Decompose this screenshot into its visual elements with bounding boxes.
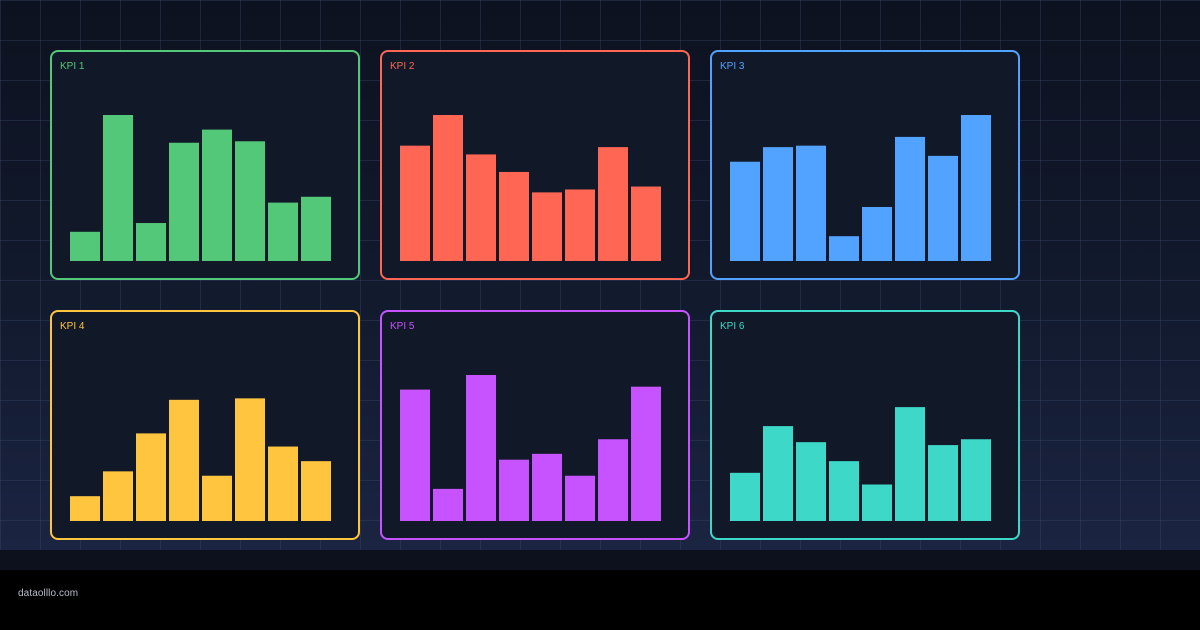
dashboard-canvas: KPI 1 KPI 2 KPI 3 KPI 4 KPI 5 KPI 6 xyxy=(0,0,1200,550)
bar xyxy=(433,488,463,521)
bar xyxy=(466,375,496,521)
bar xyxy=(268,446,298,521)
bar xyxy=(433,115,463,261)
kpi-card-4: KPI 4 xyxy=(50,310,360,540)
bar xyxy=(400,145,430,261)
kpi-card-1: KPI 1 xyxy=(50,50,360,280)
brand-link[interactable]: dataolllo.com xyxy=(18,588,79,599)
bar xyxy=(499,459,529,521)
bar xyxy=(169,142,199,261)
kpi-bar-chart xyxy=(400,115,661,261)
bar xyxy=(466,154,496,261)
bar xyxy=(895,407,925,521)
kpi-card-2: KPI 2 xyxy=(380,50,690,280)
bar xyxy=(103,115,133,261)
bar xyxy=(796,442,826,521)
kpi-card-3: KPI 3 xyxy=(710,50,1020,280)
bar xyxy=(631,386,661,521)
bar xyxy=(565,189,595,261)
bar xyxy=(565,475,595,521)
kpi-title: KPI 3 xyxy=(720,61,745,72)
bar xyxy=(763,426,793,521)
footer: dataolllo.com xyxy=(0,570,1200,630)
kpi-title: KPI 5 xyxy=(390,321,415,332)
bar xyxy=(598,439,628,521)
bar xyxy=(730,161,760,261)
kpi-title: KPI 6 xyxy=(720,321,745,332)
bar xyxy=(862,484,892,521)
bar xyxy=(499,171,529,261)
bar xyxy=(829,236,859,261)
bar xyxy=(631,186,661,261)
footer-divider-strip xyxy=(0,550,1200,570)
bar xyxy=(136,223,166,261)
bar xyxy=(103,471,133,521)
bar xyxy=(928,155,958,261)
bar xyxy=(961,115,991,261)
kpi-title: KPI 2 xyxy=(390,61,415,72)
bar xyxy=(70,231,100,261)
kpi-bar-chart xyxy=(400,375,661,521)
kpi-card-6: KPI 6 xyxy=(710,310,1020,540)
kpi-bar-chart xyxy=(730,407,991,521)
bar xyxy=(532,453,562,521)
kpi-bar-chart xyxy=(70,115,331,261)
kpi-title: KPI 1 xyxy=(60,61,85,72)
bar xyxy=(235,398,265,521)
bar xyxy=(70,496,100,521)
bar xyxy=(598,147,628,261)
bar xyxy=(730,472,760,521)
bar xyxy=(400,389,430,521)
bar xyxy=(928,445,958,521)
kpi-title: KPI 4 xyxy=(60,321,85,332)
bar xyxy=(796,145,826,261)
bar xyxy=(169,399,199,521)
bar xyxy=(862,206,892,261)
bar xyxy=(136,433,166,521)
bar xyxy=(763,147,793,261)
bar xyxy=(829,461,859,521)
kpi-bar-chart xyxy=(730,115,991,261)
bar xyxy=(202,475,232,521)
kpi-card-5: KPI 5 xyxy=(380,310,690,540)
bar xyxy=(202,129,232,261)
bar xyxy=(301,196,331,261)
bar xyxy=(235,141,265,261)
bar xyxy=(895,136,925,261)
kpi-bar-chart xyxy=(70,398,331,521)
bar xyxy=(532,192,562,261)
bar xyxy=(961,439,991,521)
bar xyxy=(268,202,298,261)
bar xyxy=(301,461,331,521)
